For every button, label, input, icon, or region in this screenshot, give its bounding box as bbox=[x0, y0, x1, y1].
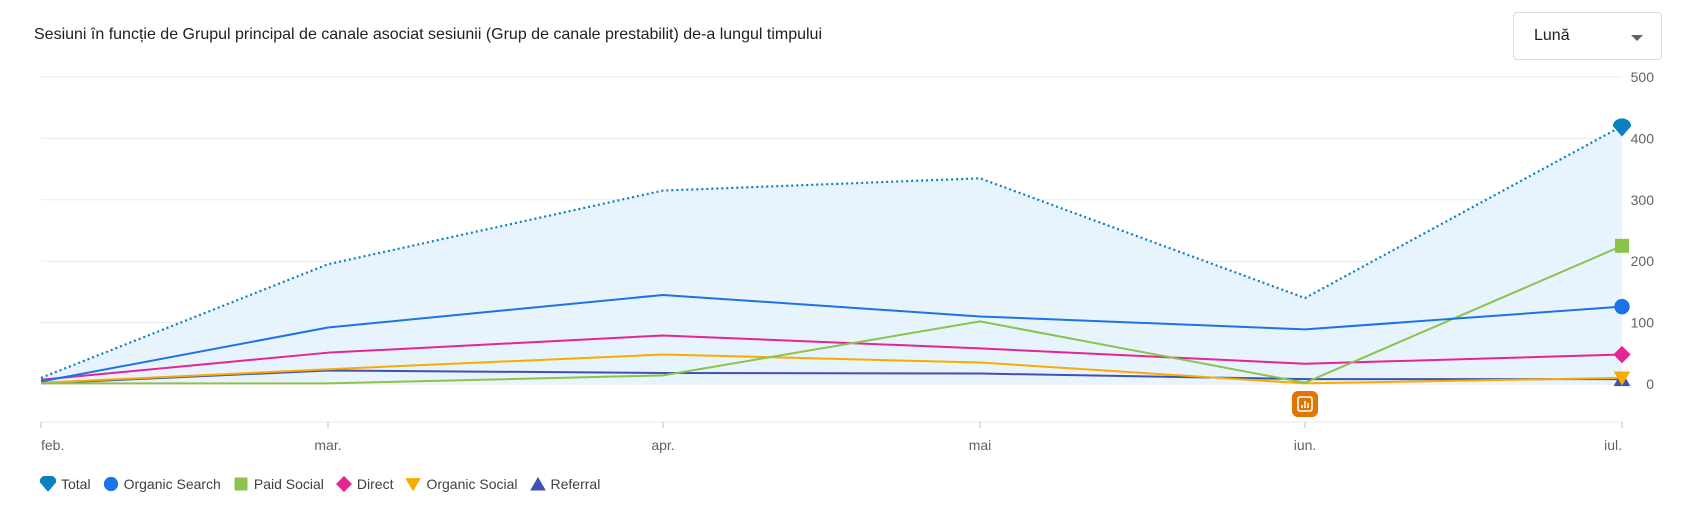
square-icon bbox=[234, 477, 248, 491]
y-tick-label: 400 bbox=[1631, 130, 1655, 146]
legend-label: Organic Social bbox=[426, 476, 518, 492]
series-end-marker-organic-search bbox=[1614, 298, 1630, 315]
legend-marker bbox=[529, 476, 546, 491]
chart-legend: Total Organic Search Paid Social Direct Orga… bbox=[40, 476, 612, 492]
y-tick-label: 100 bbox=[1631, 315, 1655, 331]
circle-icon bbox=[103, 476, 118, 492]
series-line-paid-social bbox=[41, 244, 1623, 385]
legend-marker bbox=[335, 476, 352, 492]
legend-marker bbox=[40, 476, 56, 492]
series-end-marker-paid-social bbox=[1615, 238, 1629, 253]
series-end-marker-organic-social bbox=[1613, 371, 1631, 386]
chevron-down-icon bbox=[1631, 35, 1643, 41]
annotation-marker[interactable] bbox=[1292, 391, 1318, 417]
legend-label: Direct bbox=[356, 476, 394, 492]
triangle-up-icon bbox=[529, 476, 546, 491]
x-tick-label: mar. bbox=[314, 437, 341, 453]
y-tick-label: 200 bbox=[1631, 253, 1655, 269]
x-tick-label: mai bbox=[969, 437, 992, 453]
y-tick-label: 0 bbox=[1646, 376, 1654, 392]
legend-marker bbox=[405, 478, 422, 492]
x-tick-label: iun. bbox=[1294, 437, 1317, 453]
period-select-value: Lună bbox=[1534, 27, 1570, 44]
triangle-down-icon bbox=[405, 478, 422, 492]
legend-item-referral[interactable]: Referral bbox=[529, 476, 601, 492]
line-chart: 0 100 200 300 400 500 feb. mar. apr. mai iun. iul. bbox=[40, 69, 1655, 453]
series-end-marker-total bbox=[1612, 118, 1632, 137]
legend-label: Paid Social bbox=[253, 476, 324, 492]
legend-item-direct[interactable]: Direct bbox=[335, 476, 394, 492]
x-tick-label: feb. bbox=[41, 437, 64, 453]
annotation-chart-icon bbox=[1297, 396, 1313, 412]
series-end-marker-direct bbox=[1613, 345, 1631, 364]
legend-label: Total bbox=[61, 476, 91, 492]
period-select[interactable]: Lună bbox=[1513, 12, 1662, 60]
pin-icon bbox=[40, 476, 56, 492]
diamond-icon bbox=[335, 476, 352, 492]
total-area bbox=[41, 126, 1622, 385]
legend-marker bbox=[103, 476, 118, 492]
legend-item-organic-search[interactable]: Organic Search bbox=[103, 476, 221, 492]
y-tick-label: 300 bbox=[1631, 192, 1655, 208]
series-line-total bbox=[40, 125, 1623, 379]
series-line-direct bbox=[40, 334, 1623, 381]
legend-label: Referral bbox=[550, 476, 601, 492]
legend-marker bbox=[234, 477, 248, 491]
legend-item-paid-social[interactable]: Paid Social bbox=[233, 476, 324, 492]
x-tick-label: iul. bbox=[1604, 437, 1622, 453]
series-line-organic-social bbox=[40, 353, 1623, 385]
series-line-organic-search bbox=[40, 293, 1623, 383]
y-tick-label: 500 bbox=[1631, 69, 1655, 85]
chart-title: Sesiuni în funcție de Grupul principal d… bbox=[34, 26, 822, 43]
legend-item-total[interactable]: Total bbox=[40, 476, 91, 492]
x-tick-label: apr. bbox=[651, 437, 674, 453]
legend-label: Organic Search bbox=[123, 476, 221, 492]
legend-item-organic-social[interactable]: Organic Social bbox=[405, 476, 518, 492]
series-line-referral bbox=[40, 369, 1622, 385]
